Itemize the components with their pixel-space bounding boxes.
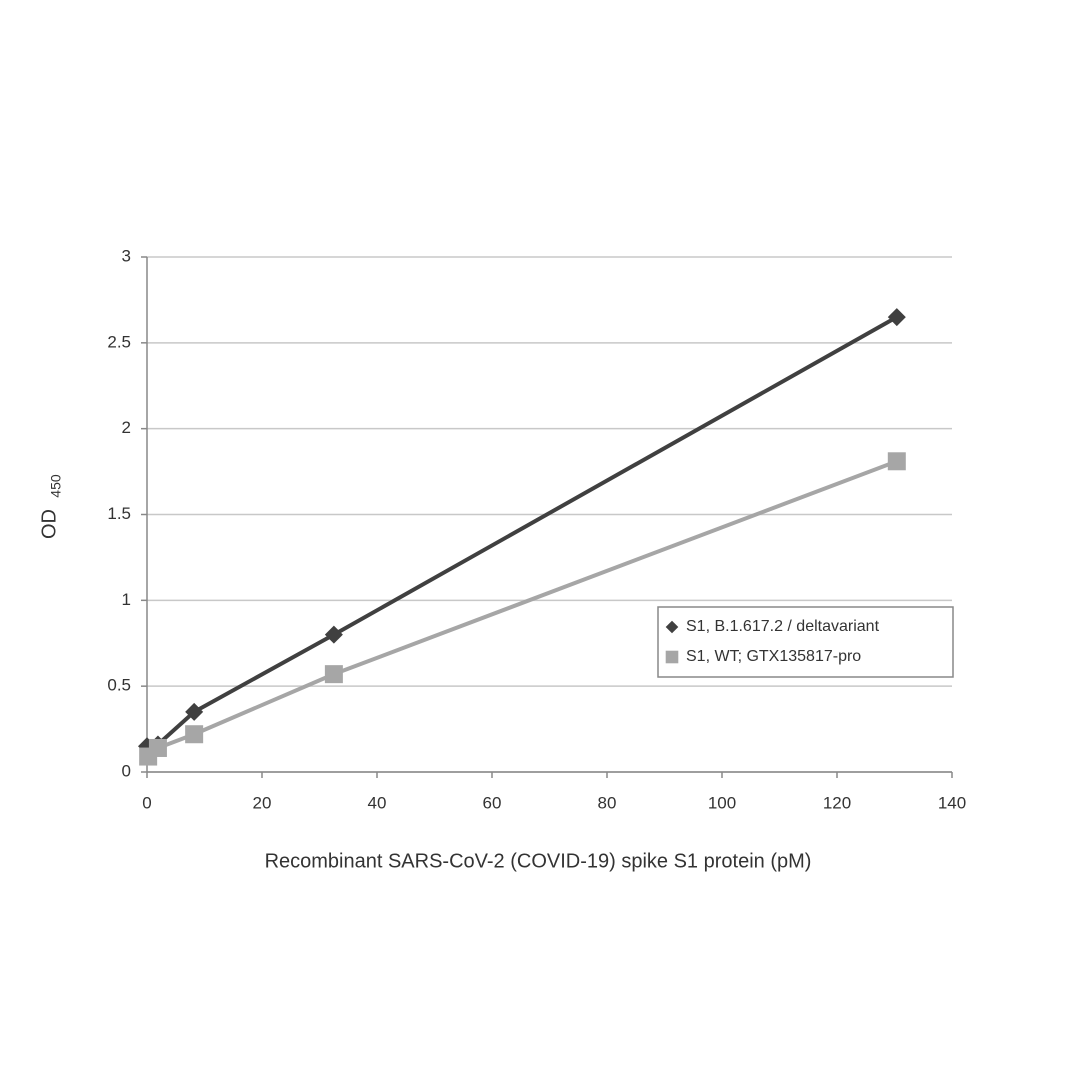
legend-box xyxy=(657,606,954,678)
y-tick-label: 0 xyxy=(122,761,131,780)
marker xyxy=(324,665,343,684)
y-axis-title: OD 450 xyxy=(38,474,63,539)
x-tick-label: 40 xyxy=(368,793,387,812)
x-tick-label: 120 xyxy=(823,793,851,812)
legend-label: S1, WT; GTX135817-pro xyxy=(686,648,861,665)
marker xyxy=(324,625,343,644)
x-tick-label: 140 xyxy=(938,793,966,812)
y-tick-label: 3 xyxy=(122,246,131,265)
y-tick-label: 0.5 xyxy=(107,676,131,695)
y-tick-label: 1.5 xyxy=(107,504,131,523)
y-tick-label: 2 xyxy=(122,418,131,437)
x-axis-title: Recombinant SARS-CoV-2 (COVID-19) spike … xyxy=(265,850,812,872)
x-tick-label: 20 xyxy=(253,793,272,812)
x-tick-label: 100 xyxy=(708,793,736,812)
marker xyxy=(665,650,679,664)
y-axis-label: OD xyxy=(38,509,60,539)
series-line xyxy=(146,315,898,749)
x-tick-label: 0 xyxy=(142,793,151,812)
x-tick-label: 80 xyxy=(598,793,617,812)
marker xyxy=(887,452,906,471)
marker xyxy=(887,308,906,327)
y-tick-label: 1 xyxy=(122,590,131,609)
marker xyxy=(185,702,204,721)
y-axis-subscript: 450 xyxy=(48,474,64,498)
marker xyxy=(148,738,167,757)
legend-label: S1, B.1.617.2 / deltavariant xyxy=(686,618,880,635)
x-tick-label: 60 xyxy=(483,793,502,812)
marker xyxy=(185,725,204,744)
y-tick-label: 2.5 xyxy=(107,332,131,351)
